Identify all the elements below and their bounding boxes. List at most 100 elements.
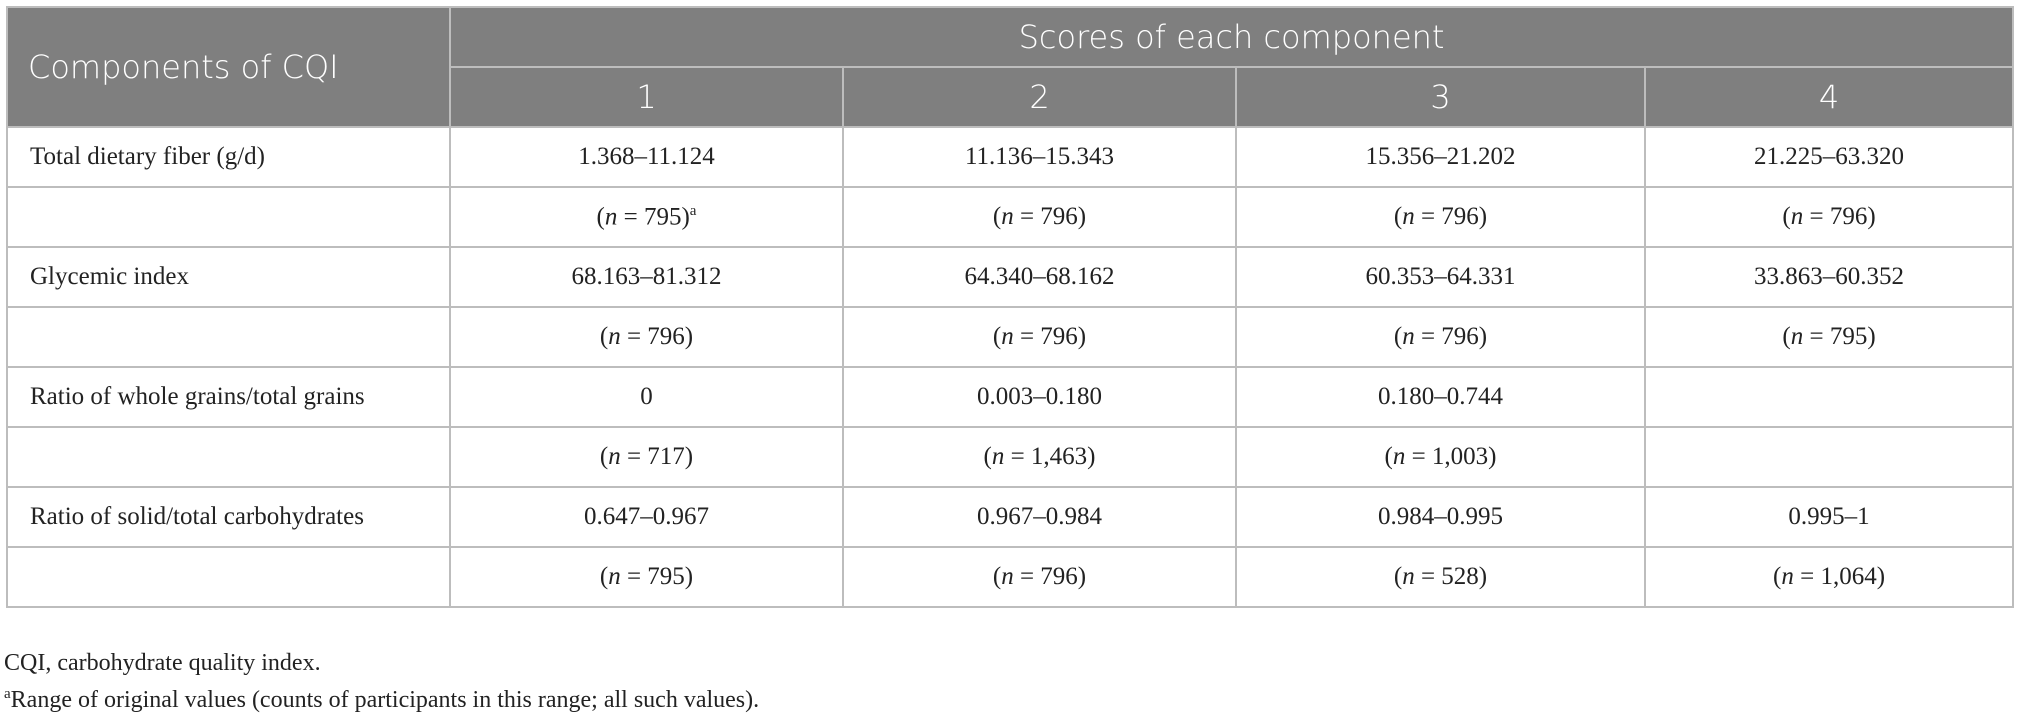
table-row: Total dietary fiber (g/d) 1.368–11.124 11.…: [6, 126, 2015, 188]
count-cell: (n = 796): [1235, 306, 1646, 368]
count-cell: (n = 795): [449, 546, 844, 608]
count-text: = 796): [1013, 323, 1087, 350]
count-text: = 1,463): [1004, 443, 1096, 470]
table-body: Total dietary fiber (g/d) 1.368–11.124 11.…: [6, 126, 2015, 608]
header-cell: 2: [842, 66, 1237, 128]
count-text: n: [608, 323, 621, 350]
count-text: n: [1402, 323, 1415, 350]
table-row: (n = 796) (n = 796) (n = 796) (n = 795): [6, 306, 2015, 368]
range-cell: 0.995–1: [1643, 486, 2015, 548]
count-text: = 796): [620, 323, 694, 350]
table-row: (n = 717) (n = 1,463) (n = 1,003): [6, 426, 2015, 488]
count-text: n: [1781, 563, 1794, 590]
count-text: (: [1782, 203, 1791, 230]
count-text: = 796): [1414, 323, 1488, 350]
count-text: (: [1393, 323, 1403, 350]
count-text: = 1,064): [1793, 563, 1886, 590]
header-cell: 4: [1643, 66, 2015, 128]
range-cell: 0: [449, 366, 844, 428]
count-text: = 717): [620, 443, 694, 470]
count-text: (: [992, 563, 1002, 590]
count-text: n: [1001, 323, 1014, 350]
count-text: = 528): [1414, 563, 1488, 590]
empty-cell: [6, 426, 451, 488]
range-cell: 21.225–63.320: [1643, 126, 2015, 188]
empty-cell: [1643, 426, 2015, 488]
table-row: (n = 795) (n = 796) (n = 528) (n = 1,064): [6, 546, 2015, 608]
count-text: = 796): [1414, 203, 1488, 230]
range-cell: 0.003–0.180: [842, 366, 1237, 428]
header-row: Components of CQI Scores of each compone…: [6, 6, 2015, 128]
count-text: (: [599, 443, 609, 470]
range-cell: 33.863–60.352: [1643, 246, 2015, 308]
table-row: Glycemic index 68.163–81.312 64.340–68.162…: [6, 246, 2015, 308]
row-label: Total dietary fiber (g/d): [6, 126, 451, 188]
header-cell: Components of CQI: [6, 6, 451, 128]
table-row: Ratio of whole grains/total grains 0 0.003…: [6, 366, 2015, 428]
count-text: (: [1384, 443, 1393, 470]
header-cell: 1: [449, 66, 844, 128]
count-text: = 796): [1013, 203, 1087, 230]
range-cell: 1.368–11.124: [449, 126, 844, 188]
count-text: (: [596, 203, 605, 231]
range-cell: 0.180–0.744: [1235, 366, 1646, 428]
count-cell: (n = 796): [1235, 186, 1646, 248]
count-text: (: [1773, 563, 1782, 590]
table-row: (n = 795)a (n = 796) (n = 796) (n = 796): [6, 186, 2015, 248]
empty-cell: [6, 186, 451, 248]
range-cell: 60.353–64.331: [1235, 246, 1646, 308]
empty-cell: [6, 546, 451, 608]
range-cell: 0.967–0.984: [842, 486, 1237, 548]
table-row: Ratio of solid/total carbohydrates 0.647–…: [6, 486, 2015, 548]
count-cell: (n = 796): [842, 306, 1237, 368]
row-label: Ratio of solid/total carbohydrates: [6, 486, 451, 548]
count-cell: (n = 796): [842, 546, 1237, 608]
count-text: n: [1402, 563, 1415, 590]
count-cell: (n = 1,064): [1643, 546, 2015, 608]
count-text: n: [1001, 203, 1014, 230]
count-cell: (n = 795)a: [449, 186, 844, 248]
row-label: Glycemic index: [6, 246, 451, 308]
count-cell: (n = 795): [1643, 306, 2015, 368]
range-cell: 15.356–21.202: [1235, 126, 1646, 188]
data-table: Components of CQI Scores of each compone…: [6, 6, 2015, 608]
header-cell: Scores of each component: [448, 6, 2015, 68]
count-text: (: [983, 443, 992, 470]
count-text: (: [1393, 203, 1403, 230]
count-text: = 1,003): [1405, 443, 1497, 470]
count-text: (: [992, 203, 1002, 230]
count-text: (: [992, 323, 1002, 350]
count-cell: (n = 717): [449, 426, 844, 488]
range-cell: 11.136–15.343: [842, 126, 1237, 188]
count-cell: (n = 796): [1643, 186, 2015, 248]
count-text: = 795): [1803, 323, 1876, 350]
count-text: (: [1393, 563, 1403, 590]
count-cell: (n = 1,003): [1235, 426, 1646, 488]
count-text: n: [1790, 203, 1804, 230]
count-text: = 795): [620, 563, 694, 590]
count-text: n: [608, 443, 621, 470]
count-cell: (n = 1,463): [842, 426, 1237, 488]
footnote: CQI, carbohydrate quality index.: [4, 650, 321, 676]
count-cell: (n = 796): [449, 306, 844, 368]
count-text: (: [1782, 323, 1791, 350]
count-text: = 796): [1013, 563, 1087, 590]
header-cell: 3: [1235, 66, 1646, 128]
count-text: n: [1790, 323, 1804, 350]
range-cell: 0.984–0.995: [1235, 486, 1646, 548]
count-text: (: [599, 563, 609, 590]
row-label: Ratio of whole grains/total grains: [6, 366, 451, 428]
count-text: n: [604, 203, 618, 231]
footnote: aRange of original values (counts of par…: [4, 686, 759, 714]
count-text: = 796): [1803, 203, 1876, 230]
range-cell: 68.163–81.312: [449, 246, 844, 308]
count-cell: (n = 528): [1235, 546, 1646, 608]
count-text: n: [1001, 563, 1014, 590]
count-text: n: [991, 443, 1005, 470]
footnote-mark: a: [689, 202, 697, 219]
footnote-text: Range of original values (counts of part…: [10, 687, 760, 713]
count-text: (: [599, 323, 609, 350]
count-text: = 795): [617, 203, 690, 231]
